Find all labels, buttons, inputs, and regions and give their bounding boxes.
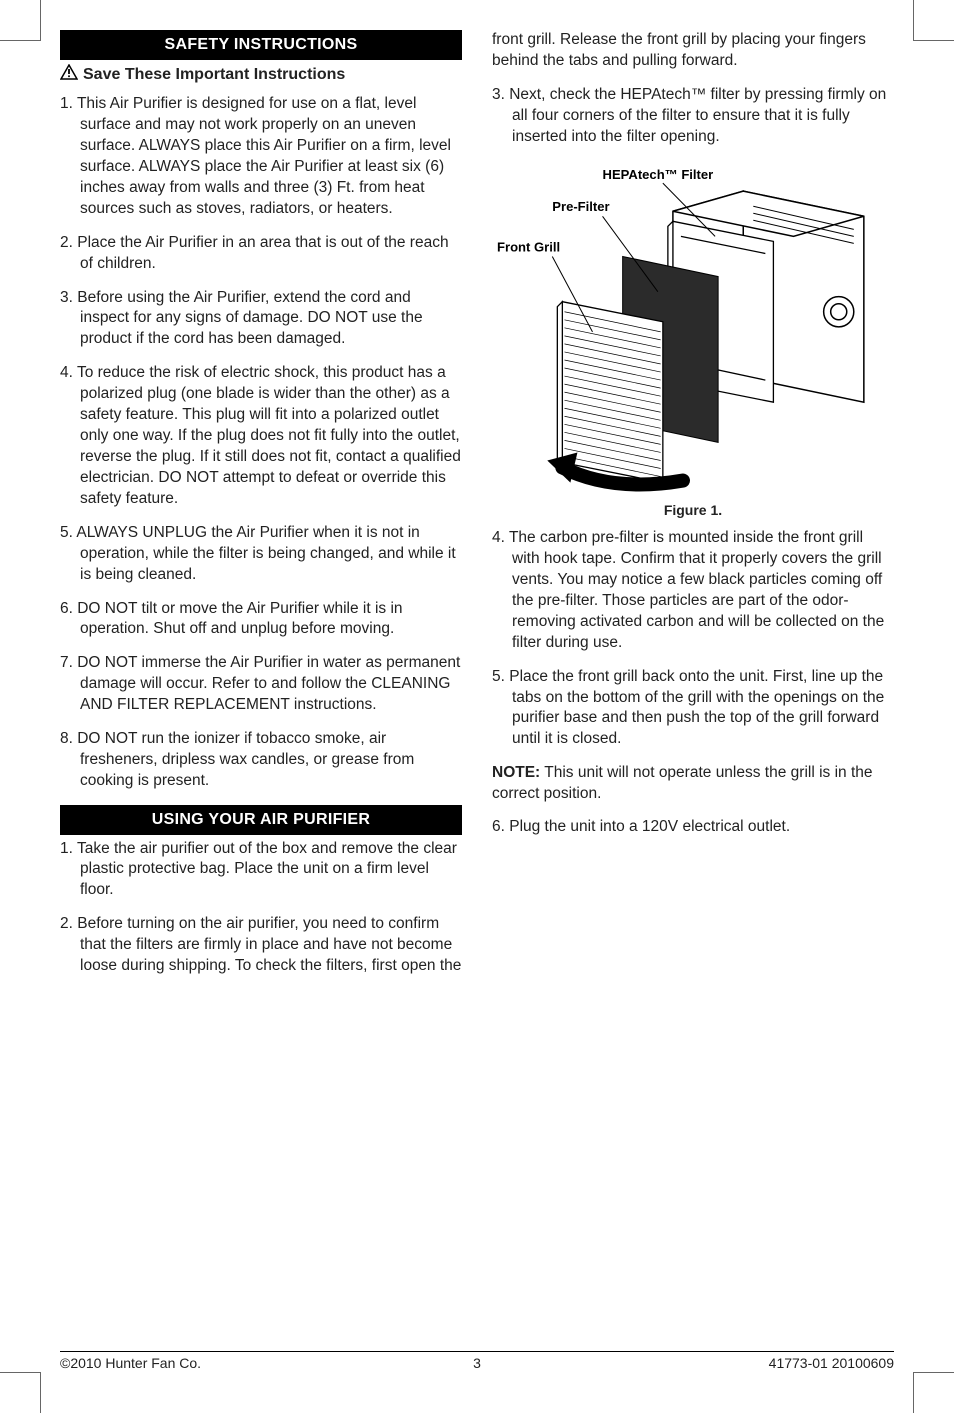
safety-header: SAFETY INSTRUCTIONS: [60, 30, 462, 60]
step-6: 6. Plug the unit into a 120V electrical …: [492, 817, 894, 838]
using-item: 1. Take the air purifier out of the box …: [60, 839, 462, 902]
lead-in-text: front grill. Release the front grill by …: [492, 30, 894, 72]
frontgrill-label: Front Grill: [497, 239, 560, 254]
step-4: 4. The carbon pre-filter is mounted insi…: [492, 528, 894, 654]
safety-item: 6. DO NOT tilt or move the Air Purifier …: [60, 599, 462, 641]
step-5: 5. Place the front grill back onto the u…: [492, 667, 894, 751]
step-3: 3. Next, check the HEPAtech™ filter by p…: [492, 85, 894, 148]
using-header: USING YOUR AIR PURIFIER: [60, 805, 462, 835]
footer-page-number: 3: [60, 1355, 894, 1371]
safety-item: 4. To reduce the risk of electric shock,…: [60, 363, 462, 509]
safety-item: 2. Place the Air Purifier in an area tha…: [60, 233, 462, 275]
note-text: This unit will not operate unless the gr…: [492, 764, 873, 802]
page-footer: ©2010 Hunter Fan Co. 3 41773-01 20100609: [60, 1351, 894, 1371]
crop-mark: [0, 1372, 41, 1413]
safety-item: 5. ALWAYS UNPLUG the Air Purifier when i…: [60, 523, 462, 586]
figure-caption: Figure 1.: [492, 501, 894, 520]
crop-mark: [913, 0, 954, 41]
save-instructions-text: Save These Important Instructions: [83, 64, 345, 86]
warning-icon: [60, 64, 78, 87]
safety-item: 3. Before using the Air Purifier, extend…: [60, 288, 462, 351]
left-column: SAFETY INSTRUCTIONS Save These Important…: [60, 30, 462, 1328]
crop-mark: [0, 0, 41, 41]
using-item: 2. Before turning on the air purifier, y…: [60, 914, 462, 977]
safety-item: 7. DO NOT immerse the Air Purifier in wa…: [60, 653, 462, 716]
prefilter-label: Pre-Filter: [552, 199, 609, 214]
crop-mark: [913, 1372, 954, 1413]
safety-item: 8. DO NOT run the ionizer if tobacco smo…: [60, 729, 462, 792]
figure-1: HEPAtech™ Filter Pre-Filter Front Grill …: [492, 161, 894, 520]
right-column: front grill. Release the front grill by …: [492, 30, 894, 1328]
save-instructions-header: Save These Important Instructions: [60, 64, 462, 87]
figure-1-svg: HEPAtech™ Filter Pre-Filter Front Grill: [492, 161, 894, 493]
hepa-label: HEPAtech™ Filter: [603, 167, 714, 182]
note: NOTE: This unit will not operate unless …: [492, 763, 894, 805]
content-columns: SAFETY INSTRUCTIONS Save These Important…: [60, 30, 894, 1328]
page: SAFETY INSTRUCTIONS Save These Important…: [0, 0, 954, 1413]
safety-list: 1. This Air Purifier is designed for use…: [60, 94, 462, 792]
safety-item: 1. This Air Purifier is designed for use…: [60, 94, 462, 220]
note-label: NOTE:: [492, 764, 540, 781]
